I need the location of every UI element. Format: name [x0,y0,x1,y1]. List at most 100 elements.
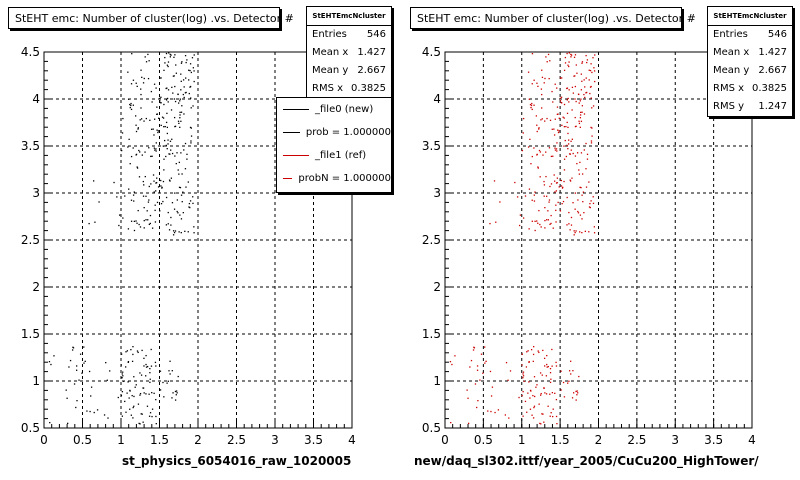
data-point [487,410,489,412]
data-point [579,214,582,216]
data-point [68,366,70,368]
data-point [193,54,195,56]
data-point [555,182,558,184]
right-scatter-plot: 0 0.5 1 1.5 2 2.5 3 3.5 40.511.522.533.544.5 [422,45,756,447]
y-tick-label: 2.5 [422,233,441,247]
data-point [175,64,177,66]
data-point [568,101,570,103]
data-point [591,107,593,109]
right-stats-row: RMS y 1.247 [708,98,792,116]
data-point [161,187,163,189]
data-point [75,406,77,409]
data-point [76,399,78,402]
data-point [569,229,571,231]
data-point [193,226,195,228]
data-point [179,126,181,128]
data-point [145,393,147,395]
data-point [528,228,530,230]
data-point [167,143,169,145]
data-point [469,366,471,368]
data-point [144,56,146,58]
y-tick-label: 1 [433,374,441,388]
data-point [185,186,187,188]
data-point [539,422,541,425]
data-point [172,75,175,77]
data-point [544,206,546,209]
data-point [145,354,147,357]
data-point [53,355,55,357]
data-point [193,80,195,83]
data-point [536,154,538,156]
data-point [180,152,182,154]
data-point [514,181,516,184]
data-point [177,102,180,104]
data-point [143,120,145,122]
data-point [71,349,74,351]
data-point [113,181,115,184]
data-point [531,199,533,201]
data-point [530,163,532,165]
data-point [574,116,576,119]
data-point [169,373,171,375]
data-point [141,349,143,352]
data-point [156,177,158,179]
data-point [529,103,532,106]
data-point [580,98,582,100]
data-point [556,182,558,184]
data-point [561,203,563,205]
data-point [521,394,523,397]
data-point [541,93,543,96]
data-point [122,375,124,377]
x-tick-label: 3.5 [704,433,723,447]
data-point [585,77,587,79]
data-point [543,387,545,389]
data-point [581,111,583,113]
data-point [509,370,512,372]
legend-entry: probN = 1.000000 [277,167,391,190]
data-point [166,132,169,135]
data-point [571,177,573,179]
data-point [169,360,171,362]
data-point [581,173,584,175]
data-point [568,52,571,54]
data-point [477,399,479,402]
data-point [579,186,581,188]
data-point [149,367,151,370]
data-point [140,107,142,109]
data-point [130,102,132,105]
data-point [562,200,565,203]
data-point [523,380,525,382]
data-point [166,64,169,66]
data-point [137,128,139,130]
data-point [545,393,548,395]
data-point [145,195,147,197]
data-point [580,152,583,154]
data-point [187,231,189,233]
data-point [579,100,581,102]
data-point [568,211,570,214]
data-point [169,56,171,58]
data-point [141,76,143,79]
data-point [537,166,539,168]
data-point [160,102,162,104]
data-point [121,132,124,134]
data-point [575,399,577,401]
data-point [138,176,141,178]
data-point [551,365,553,367]
data-point [584,230,587,232]
data-point [572,370,574,372]
data-point [143,77,145,80]
data-point [140,374,143,376]
data-point [589,206,591,209]
data-point [143,392,145,394]
data-point [155,150,157,152]
data-point [151,415,153,418]
data-point [140,118,143,120]
right-stats-row: Mean x 1.427 [708,44,792,62]
data-point [553,174,555,176]
data-point [549,372,552,374]
x-tick-label: 1 [117,433,125,447]
data-point [493,180,496,182]
data-point [135,115,137,117]
data-point [504,414,507,416]
